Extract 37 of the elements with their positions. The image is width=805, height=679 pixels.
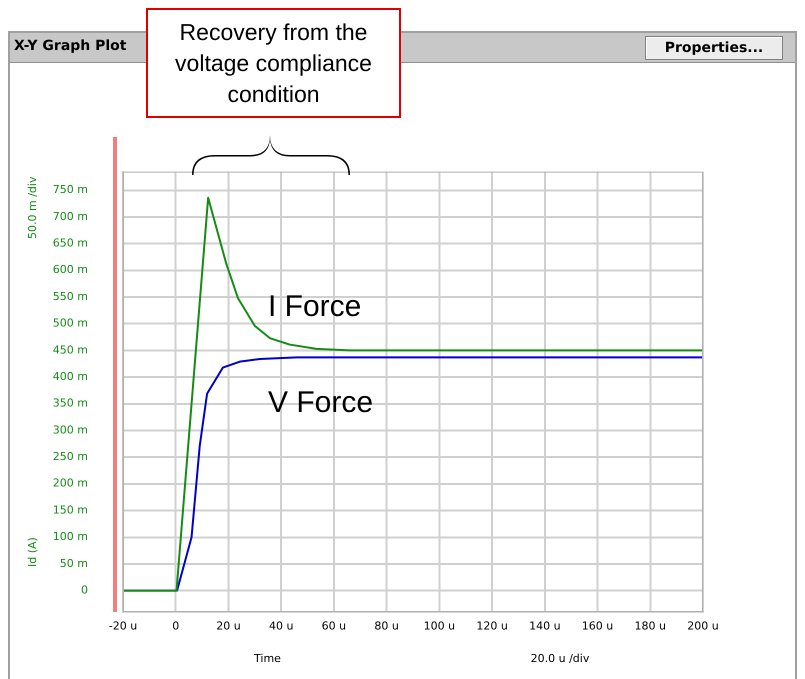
x-tick-label: 200 u xyxy=(687,619,719,632)
x-tick-label: -20 u xyxy=(108,619,138,632)
y-axis-title: Id (A) xyxy=(26,536,40,570)
y-tick-label: 700 m xyxy=(52,210,88,223)
text: Recovery from the voltage compliance condition xyxy=(146,8,401,118)
x-tick-label: 20 u xyxy=(216,619,241,632)
y-tick-label: 400 m xyxy=(52,370,88,383)
y-tick-label: 500 m xyxy=(52,316,88,330)
x-tick-label: 120 u xyxy=(476,619,508,632)
y-tick-label: 550 m xyxy=(52,290,88,303)
text: Properties... xyxy=(645,36,783,60)
y-tick-label: 50 m xyxy=(60,556,88,570)
x-tick-label: 180 u xyxy=(634,619,666,632)
x-tick-label: 160 u xyxy=(582,619,614,632)
y-tick-label: 150 m xyxy=(52,503,88,516)
text: 50.0 m /div xyxy=(26,175,40,241)
y-tick-label: 750 m xyxy=(52,183,88,196)
y-tick-label: 100 m xyxy=(52,530,88,544)
series-label: I Force xyxy=(268,290,362,323)
x-tick-label: 100 u xyxy=(424,619,456,632)
text: 20.0 u /div xyxy=(530,652,590,665)
y-tick-label: 250 m xyxy=(52,450,88,464)
x-axis-title: Time xyxy=(253,652,282,665)
x-tick-label: 60 u xyxy=(322,619,346,632)
y-tick-label: 0 xyxy=(81,584,88,597)
chart-title: X-Y Graph Plot xyxy=(14,38,126,54)
x-tick-label: 40 u xyxy=(268,619,294,632)
y-tick-label: 350 m xyxy=(52,396,88,410)
y-tick-label: 450 m xyxy=(52,343,88,356)
y-tick-label: 600 m xyxy=(52,263,88,276)
x-tick-label: 140 u xyxy=(529,619,561,632)
x-tick-label: 80 u xyxy=(374,619,399,632)
y-tick-label: 300 m xyxy=(52,423,88,436)
x-tick-label: 0 xyxy=(172,619,180,632)
y-tick-label: 200 m xyxy=(52,476,88,490)
series-label: V Force xyxy=(268,386,374,420)
y-tick-label: 650 m xyxy=(52,236,88,250)
